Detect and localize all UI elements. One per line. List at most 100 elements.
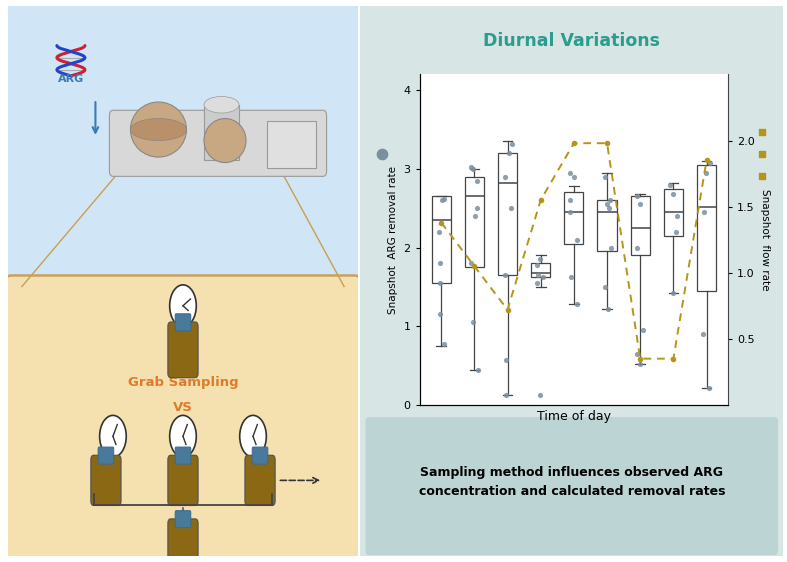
Point bbox=[438, 194, 450, 203]
Point bbox=[471, 176, 483, 185]
X-axis label: Time of day: Time of day bbox=[537, 410, 611, 424]
FancyBboxPatch shape bbox=[91, 455, 121, 505]
Point bbox=[703, 383, 715, 392]
Bar bbox=[267, 121, 316, 168]
Point bbox=[634, 200, 646, 209]
Point bbox=[498, 271, 511, 280]
Point bbox=[467, 318, 479, 327]
Point bbox=[567, 139, 580, 148]
Y-axis label: Snapshot  ARG removal rate: Snapshot ARG removal rate bbox=[388, 166, 398, 314]
Point bbox=[537, 273, 549, 282]
Circle shape bbox=[240, 415, 266, 457]
Point bbox=[700, 169, 713, 178]
PathPatch shape bbox=[465, 177, 484, 268]
Point bbox=[671, 212, 683, 221]
Point bbox=[636, 326, 648, 335]
PathPatch shape bbox=[498, 153, 517, 275]
Point bbox=[375, 150, 388, 159]
Ellipse shape bbox=[131, 119, 187, 140]
FancyBboxPatch shape bbox=[98, 447, 114, 464]
Point bbox=[531, 260, 544, 269]
Point bbox=[704, 158, 716, 167]
Point bbox=[534, 391, 546, 400]
Point bbox=[530, 279, 543, 288]
Point bbox=[600, 139, 613, 148]
PathPatch shape bbox=[431, 197, 451, 283]
Point bbox=[756, 172, 768, 181]
Point bbox=[500, 356, 512, 365]
FancyBboxPatch shape bbox=[109, 110, 327, 176]
Point bbox=[697, 329, 710, 338]
Point bbox=[534, 255, 546, 264]
Point bbox=[634, 360, 646, 369]
Point bbox=[630, 192, 643, 201]
FancyBboxPatch shape bbox=[365, 417, 778, 555]
PathPatch shape bbox=[630, 197, 650, 255]
Point bbox=[564, 196, 577, 205]
Point bbox=[604, 196, 616, 205]
FancyBboxPatch shape bbox=[2, 275, 364, 562]
Bar bbox=[204, 105, 239, 160]
Text: Grab Sampling: Grab Sampling bbox=[127, 376, 238, 389]
Point bbox=[500, 390, 512, 399]
Point bbox=[468, 262, 481, 271]
Point bbox=[501, 305, 514, 314]
FancyBboxPatch shape bbox=[176, 314, 190, 331]
FancyBboxPatch shape bbox=[2, 0, 364, 297]
Point bbox=[464, 163, 477, 172]
Point bbox=[563, 207, 576, 216]
Point bbox=[698, 207, 711, 216]
Text: VS: VS bbox=[173, 401, 193, 414]
Point bbox=[434, 310, 446, 319]
Ellipse shape bbox=[204, 97, 239, 113]
Point bbox=[567, 173, 580, 182]
Point bbox=[434, 279, 446, 288]
Point bbox=[435, 196, 448, 205]
FancyBboxPatch shape bbox=[176, 511, 190, 528]
Point bbox=[433, 227, 445, 236]
Point bbox=[600, 200, 613, 209]
Ellipse shape bbox=[204, 119, 246, 162]
Point bbox=[700, 156, 713, 165]
Point bbox=[602, 305, 615, 314]
Text: Diurnal Variations: Diurnal Variations bbox=[483, 33, 660, 51]
Point bbox=[630, 349, 643, 359]
Point bbox=[435, 218, 448, 227]
Point bbox=[563, 169, 576, 178]
Point bbox=[605, 243, 618, 252]
Point bbox=[599, 173, 611, 182]
Point bbox=[503, 148, 515, 157]
Ellipse shape bbox=[131, 102, 187, 157]
Point bbox=[438, 340, 450, 349]
Circle shape bbox=[100, 415, 126, 457]
FancyBboxPatch shape bbox=[168, 455, 198, 505]
Point bbox=[505, 139, 518, 148]
Point bbox=[667, 189, 679, 198]
Point bbox=[667, 354, 680, 363]
Point bbox=[434, 259, 446, 268]
FancyBboxPatch shape bbox=[168, 519, 198, 562]
PathPatch shape bbox=[663, 189, 683, 236]
Point bbox=[504, 204, 517, 213]
PathPatch shape bbox=[697, 165, 716, 291]
Point bbox=[602, 204, 615, 213]
Point bbox=[565, 273, 578, 282]
Point bbox=[571, 235, 583, 244]
Point bbox=[598, 283, 611, 292]
Point bbox=[467, 165, 479, 174]
Point bbox=[634, 354, 646, 363]
Text: ARG: ARG bbox=[57, 74, 84, 84]
Y-axis label: Snapshot  flow rate: Snapshot flow rate bbox=[760, 189, 770, 291]
Point bbox=[532, 271, 545, 280]
FancyBboxPatch shape bbox=[176, 447, 190, 464]
Point bbox=[631, 243, 644, 252]
Point bbox=[471, 204, 483, 213]
Point bbox=[498, 173, 511, 182]
Point bbox=[756, 128, 768, 137]
PathPatch shape bbox=[564, 192, 583, 244]
Point bbox=[534, 196, 547, 205]
FancyBboxPatch shape bbox=[245, 455, 275, 505]
Point bbox=[667, 289, 679, 298]
Text: Sampling method influences observed ARG
concentration and calculated removal rat: Sampling method influences observed ARG … bbox=[419, 466, 725, 498]
Circle shape bbox=[170, 285, 196, 327]
